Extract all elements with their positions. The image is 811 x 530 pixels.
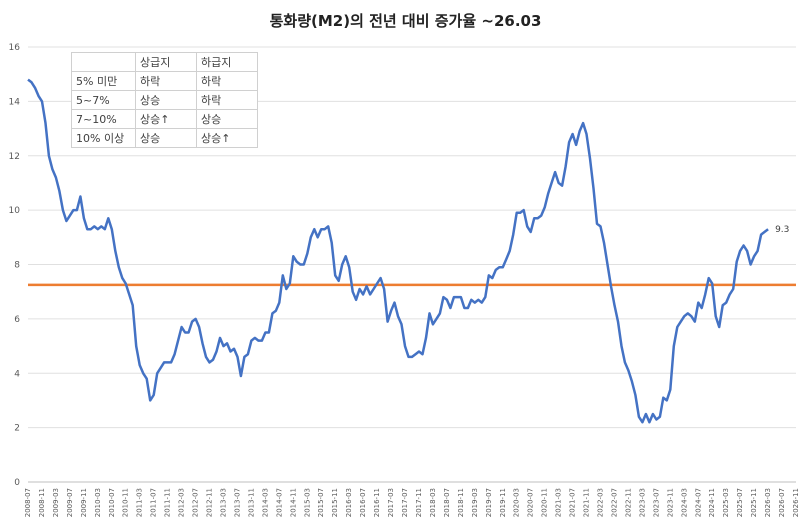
x-tick-label: 2026-11 <box>792 488 800 517</box>
x-tick-label: 2026-03 <box>764 488 772 517</box>
legend-cell <box>71 52 136 72</box>
legend-cell: 하락 <box>135 71 197 91</box>
x-tick-label: 2011-03 <box>136 488 144 517</box>
x-tick-label: 2012-07 <box>192 488 200 517</box>
x-tick-label: 2025-03 <box>722 488 730 517</box>
legend-cell: 하락 <box>196 90 258 110</box>
x-tick-label: 2022-03 <box>597 488 605 517</box>
x-tick-label: 2009-07 <box>66 488 74 517</box>
legend-cell: 상승 <box>135 90 197 110</box>
chart-title: 통화량(M2)의 전년 대비 증가율 ~26.03 <box>269 12 542 30</box>
legend-cell: 5~7% <box>71 90 136 110</box>
x-tick-label: 2019-11 <box>499 488 507 517</box>
legend-cell: 5% 미만 <box>71 71 136 91</box>
legend-table: 상급지 하급지 5% 미만 하락 하락 5~7% 상승 하락 7~10% 상승↑… <box>71 52 258 148</box>
legend-table-row: 7~10% 상승↑ 상승 <box>71 109 258 129</box>
x-tick-label: 2010-03 <box>94 488 102 517</box>
x-tick-label: 2018-07 <box>443 488 451 517</box>
x-tick-label: 2008-11 <box>38 488 46 517</box>
x-tick-label: 2024-07 <box>694 488 702 517</box>
x-tick-label: 2015-11 <box>331 488 339 517</box>
legend-cell: 상승↑ <box>196 128 258 148</box>
x-tick-label: 2010-11 <box>122 488 130 517</box>
x-tick-label: 2012-03 <box>178 488 186 517</box>
y-tick-label: 4 <box>14 369 20 379</box>
series-layer <box>27 78 769 424</box>
x-tick-label: 2026-07 <box>778 488 786 517</box>
legend-table-row: 5% 미만 하락 하락 <box>71 71 258 91</box>
x-tick-label: 2009-03 <box>52 488 60 517</box>
x-tick-label: 2018-11 <box>457 488 465 517</box>
x-tick-label: 2012-11 <box>206 488 214 517</box>
x-tick-label: 2020-03 <box>513 488 521 517</box>
x-tick-label: 2024-03 <box>680 488 688 517</box>
x-tick-label: 2023-11 <box>666 488 674 517</box>
legend-cell: 하락 <box>196 71 258 91</box>
x-tick-label: 2021-11 <box>583 488 591 517</box>
legend-cell: 하급지 <box>196 52 258 72</box>
x-tick-label: 2013-07 <box>233 488 241 517</box>
legend-cell: 상승↑ <box>135 109 197 129</box>
x-tick-label: 2011-07 <box>150 488 158 517</box>
legend-cell: 상승 <box>135 128 197 148</box>
x-tick-label: 2023-03 <box>638 488 646 517</box>
x-tick-label: 2025-07 <box>736 488 744 517</box>
x-tick-label: 2017-07 <box>401 488 409 517</box>
y-tick-label: 10 <box>9 206 21 216</box>
x-tick-label: 2025-11 <box>750 488 758 517</box>
x-tick-label: 2014-03 <box>261 488 269 517</box>
legend-table-row: 10% 이상 상승 상승↑ <box>71 128 258 148</box>
y-tick-label: 14 <box>9 97 21 107</box>
x-tick-label: 2015-07 <box>317 488 325 517</box>
y-tick-label: 6 <box>14 315 20 325</box>
x-tick-label: 2020-11 <box>541 488 549 517</box>
x-tick-label: 2009-11 <box>80 488 88 517</box>
gridlines <box>28 46 796 483</box>
x-tick-label: 2019-07 <box>485 488 493 517</box>
x-tick-label: 2013-03 <box>219 488 227 517</box>
x-tick-label: 2018-03 <box>429 488 437 517</box>
y-tick-label: 12 <box>9 152 20 162</box>
x-tick-label: 2015-03 <box>303 488 311 517</box>
y-axis-ticks: 0 2 4 6 8 10 12 14 16 <box>9 43 21 488</box>
x-tick-label: 2017-03 <box>387 488 395 517</box>
x-tick-label: 2019-03 <box>471 488 479 517</box>
legend-cell: 상승 <box>196 109 258 129</box>
x-axis-ticks: 2008-07 2008-11 2009-03 2009-07 2009-11 2010-… <box>24 488 800 517</box>
legend-cell: 10% 이상 <box>71 128 136 148</box>
y-tick-label: 0 <box>14 478 20 488</box>
legend-table-row: 5~7% 상승 하락 <box>71 90 258 110</box>
y-tick-label: 16 <box>9 43 21 53</box>
x-tick-label: 2020-07 <box>527 488 535 517</box>
x-tick-label: 2016-07 <box>359 488 367 517</box>
y-tick-label: 2 <box>14 424 20 434</box>
x-tick-label: 2023-07 <box>652 488 660 517</box>
end-value-label: 9.3 <box>775 225 789 235</box>
x-tick-label: 2013-11 <box>247 488 255 517</box>
series-line <box>27 78 769 424</box>
legend-table-header-row: 상급지 하급지 <box>71 52 258 72</box>
x-tick-label: 2011-11 <box>164 488 172 517</box>
x-tick-label: 2008-07 <box>24 488 32 517</box>
x-tick-label: 2022-07 <box>610 488 618 517</box>
x-tick-label: 2021-07 <box>569 488 577 517</box>
x-tick-label: 2017-11 <box>415 488 423 517</box>
x-tick-label: 2016-11 <box>373 488 381 517</box>
x-tick-label: 2022-11 <box>624 488 632 517</box>
x-tick-label: 2021-03 <box>555 488 563 517</box>
x-tick-label: 2014-07 <box>275 488 283 517</box>
y-tick-label: 8 <box>14 261 20 271</box>
x-tick-label: 2024-11 <box>708 488 716 517</box>
x-tick-label: 2016-03 <box>345 488 353 517</box>
legend-cell: 7~10% <box>71 109 136 129</box>
x-tick-label: 2014-11 <box>289 488 297 517</box>
end-label-layer: 9.3 <box>775 225 789 235</box>
legend-cell: 상급지 <box>135 52 197 72</box>
x-tick-label: 2010-07 <box>108 488 116 517</box>
